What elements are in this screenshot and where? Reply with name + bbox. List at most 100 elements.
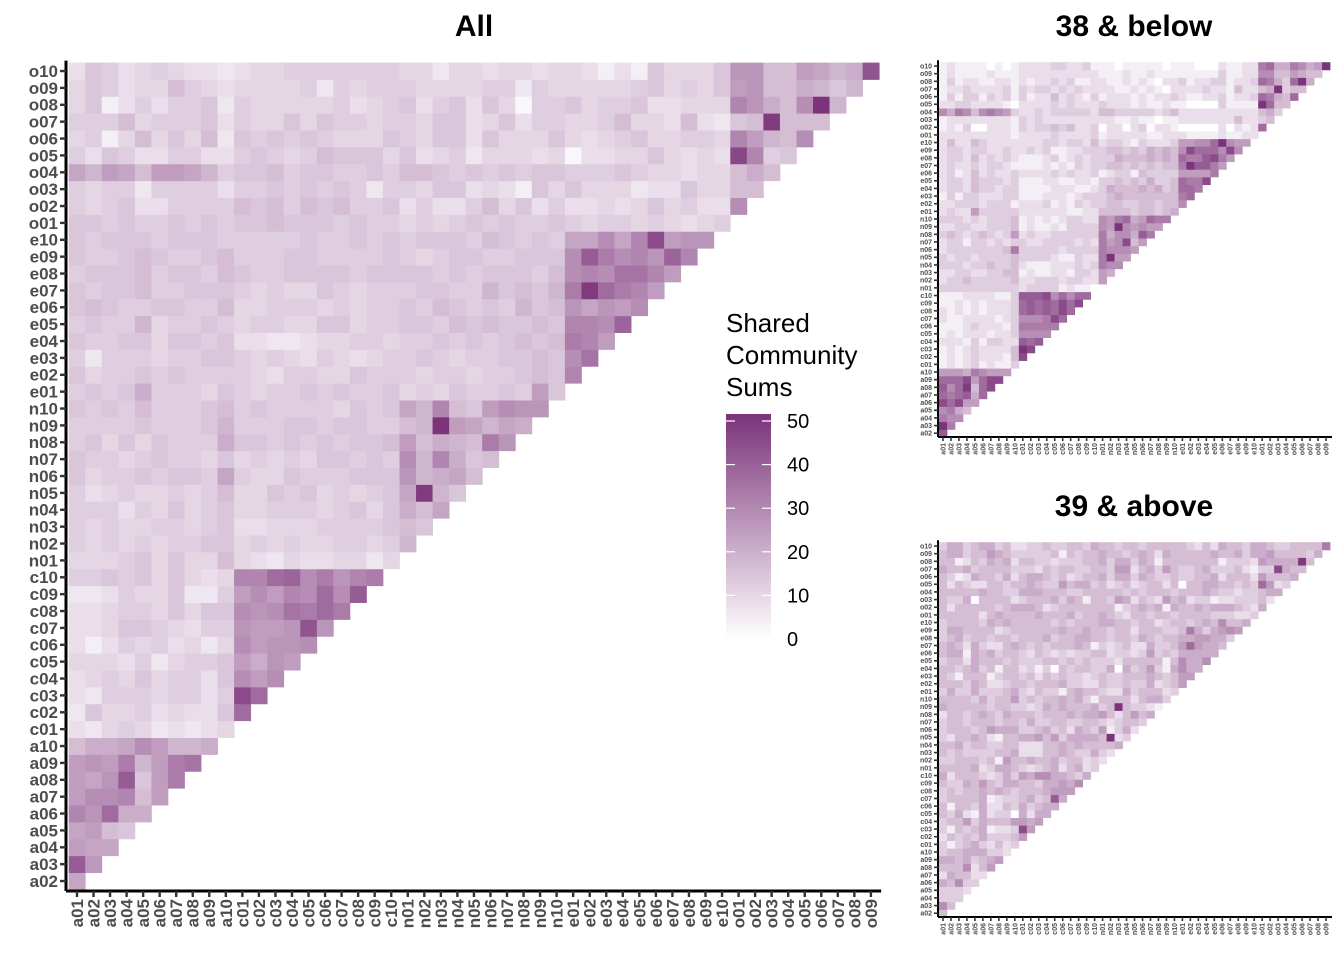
- heatmap-cell: [300, 366, 318, 384]
- heatmap-cell: [994, 268, 1004, 277]
- heatmap-cell: [85, 754, 103, 772]
- heatmap-cell: [1050, 131, 1060, 140]
- heatmap-cell: [1250, 557, 1259, 566]
- heatmap-cell: [946, 337, 956, 346]
- heatmap-cell: [978, 92, 988, 101]
- heatmap-cell: [1026, 542, 1036, 551]
- heatmap-cell: [399, 366, 417, 384]
- heatmap-cell: [101, 281, 119, 300]
- heatmap-cell: [946, 580, 956, 589]
- heatmap-cell: [201, 298, 218, 317]
- heatmap-cell: [1074, 230, 1084, 239]
- heatmap-cell: [1226, 138, 1235, 147]
- heatmap-cell: [939, 656, 948, 665]
- heatmap-cell: [597, 163, 615, 182]
- heatmap-cell: [1002, 809, 1012, 818]
- heatmap-cell: [531, 349, 549, 367]
- heatmap-cell: [399, 501, 417, 519]
- heatmap-cell: [1194, 649, 1203, 658]
- heatmap-cell: [1018, 764, 1028, 773]
- heatmap-cell: [994, 146, 1004, 155]
- heatmap-cell: [68, 383, 86, 401]
- heatmap-cell: [970, 580, 980, 589]
- heatmap-cell: [1026, 687, 1036, 696]
- heatmap-cell: [432, 349, 450, 367]
- heatmap-cell: [151, 281, 169, 300]
- heatmap-cell: [250, 670, 268, 688]
- heatmap-cell: [1218, 572, 1227, 581]
- heatmap-cell: [167, 79, 185, 97]
- heatmap-cell: [946, 595, 956, 604]
- heatmap-cell: [399, 467, 417, 485]
- heatmap-cell: [1178, 100, 1187, 109]
- heatmap-cell: [954, 687, 964, 696]
- heatmap-cell: [1050, 207, 1060, 216]
- heatmap-cell: [1082, 748, 1092, 757]
- heatmap-cell: [1106, 549, 1115, 558]
- heatmap-cell: [597, 281, 615, 300]
- heatmap-cell: [1034, 725, 1044, 734]
- heatmap-cell: [449, 332, 467, 350]
- heatmap-cell: [970, 69, 980, 78]
- heatmap-cell: [631, 265, 648, 283]
- heatmap-cell: [85, 214, 103, 232]
- heatmap-cell: [986, 291, 996, 300]
- heatmap-cell: [1218, 557, 1227, 566]
- heatmap-cell: [1018, 199, 1028, 208]
- heatmap-cell: [1114, 718, 1123, 727]
- heatmap-cell: [1034, 268, 1044, 277]
- heatmap-cell: [349, 433, 367, 452]
- heatmap-cell: [1026, 100, 1036, 109]
- heatmap-cell: [1098, 664, 1107, 673]
- heatmap-cell: [1034, 679, 1044, 688]
- heatmap-cell: [763, 96, 781, 114]
- heatmap-cell: [946, 329, 956, 338]
- heatmap-cell: [416, 450, 433, 468]
- heatmap-cell: [1178, 626, 1187, 635]
- heatmap-cell: [1074, 595, 1084, 604]
- x-tick-label: e10: [1252, 443, 1259, 455]
- heatmap-cell: [994, 215, 1004, 224]
- heatmap-cell: [978, 284, 988, 293]
- heatmap-cell: [366, 383, 384, 401]
- heatmap-cell: [946, 687, 956, 696]
- heatmap-cell: [416, 400, 433, 418]
- heatmap-cell: [1082, 100, 1092, 109]
- heatmap-cell: [994, 748, 1004, 757]
- heatmap-cell: [498, 332, 516, 350]
- x-tick-label: a04: [964, 923, 971, 935]
- heatmap-cell: [1090, 199, 1099, 208]
- heatmap-cell: [978, 123, 988, 132]
- heatmap-cell: [978, 572, 988, 581]
- heatmap-cell: [939, 641, 948, 650]
- heatmap-cell: [101, 838, 119, 857]
- heatmap-cell: [349, 180, 367, 198]
- heatmap-cell: [962, 406, 972, 415]
- heatmap-cell: [1266, 595, 1275, 604]
- x-tick-label: c06: [1060, 923, 1067, 935]
- heatmap-cell: [85, 838, 103, 857]
- heatmap-cell: [267, 349, 285, 367]
- heatmap-cell: [1282, 100, 1291, 109]
- heatmap-cell: [986, 314, 996, 323]
- heatmap-cell: [201, 113, 218, 131]
- heatmap-cell: [416, 298, 433, 317]
- heatmap-cell: [1010, 572, 1020, 581]
- heatmap-cell: [1026, 557, 1036, 566]
- heatmap-cell: [946, 886, 956, 895]
- heatmap-cell: [954, 595, 964, 604]
- heatmap-cell: [597, 214, 615, 232]
- heatmap-cell: [1130, 184, 1139, 193]
- heatmap-cell: [1210, 131, 1219, 140]
- heatmap-cell: [1194, 542, 1203, 551]
- heatmap-cell: [1226, 77, 1235, 86]
- heatmap-cell: [1042, 641, 1052, 650]
- heatmap-cell: [994, 626, 1004, 635]
- heatmap-cell: [366, 416, 384, 435]
- heatmap-cell: [333, 163, 351, 182]
- heatmap-cell: [1058, 215, 1068, 224]
- heatmap-cell: [1026, 672, 1036, 681]
- heatmap-cell: [118, 281, 136, 300]
- heatmap-cell: [1002, 222, 1012, 231]
- heatmap-cell: [201, 416, 218, 435]
